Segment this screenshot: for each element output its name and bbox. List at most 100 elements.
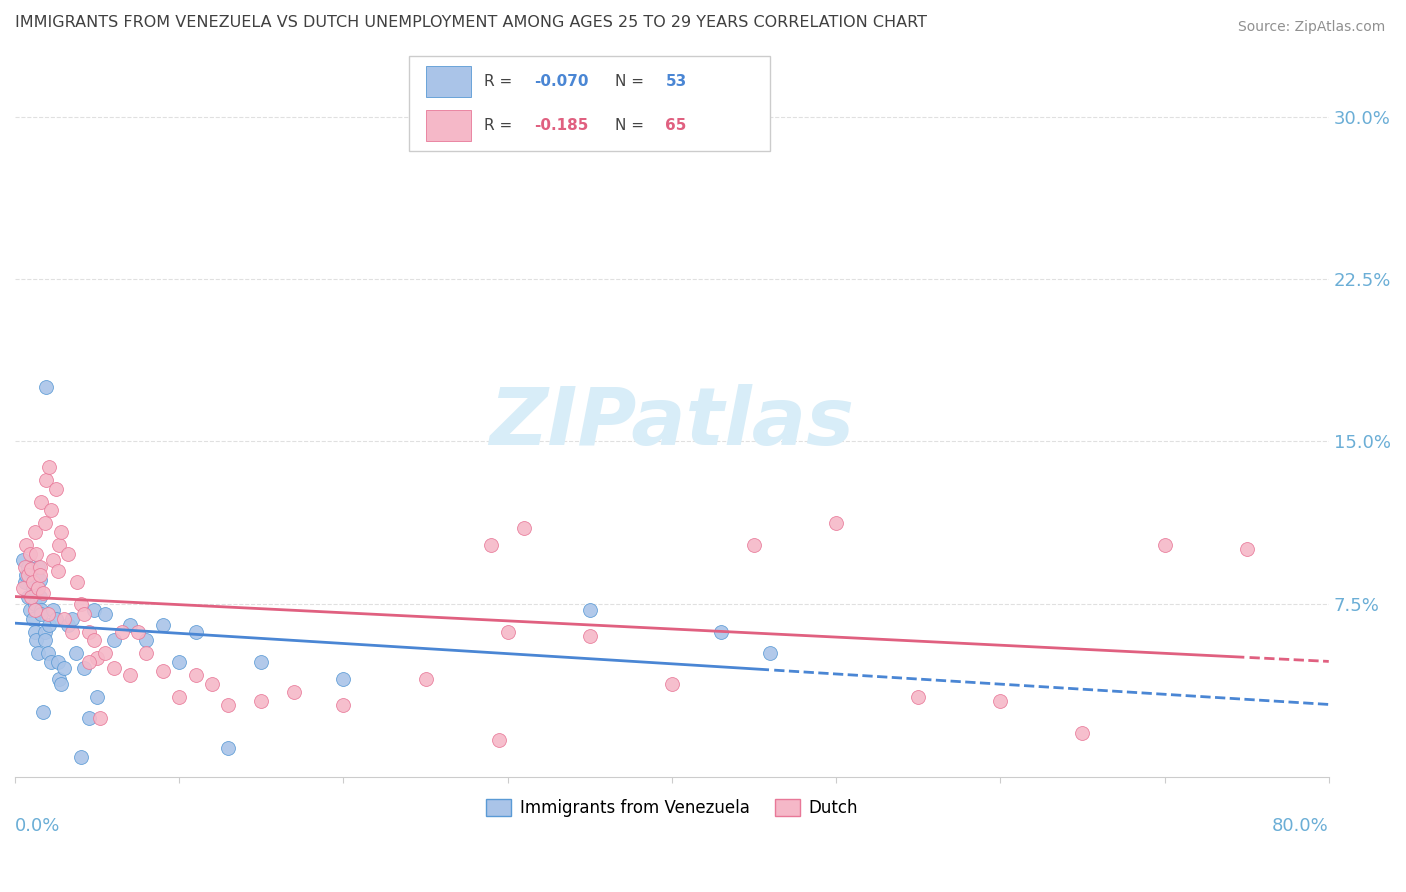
Point [46, 655, 69, 669]
Point [86, 650, 108, 665]
Point [22, 574, 45, 589]
Point [1071, 726, 1094, 740]
Point [742, 538, 765, 552]
Point [103, 633, 125, 648]
Text: 0.0%: 0.0% [15, 817, 60, 835]
Point [218, 698, 240, 713]
Point [73, 661, 96, 675]
Point [17, 590, 39, 604]
Point [907, 690, 929, 704]
Point [34, 624, 56, 639]
Point [22, 582, 45, 596]
Point [24, 603, 46, 617]
Point [32, 585, 55, 599]
Point [17, 568, 39, 582]
Point [759, 646, 782, 660]
Point [94, 607, 117, 622]
Point [118, 668, 141, 682]
Point [37, 607, 59, 622]
Point [66, 574, 89, 589]
Point [27, 646, 49, 660]
Point [167, 690, 190, 704]
Point [152, 618, 174, 632]
Point [988, 694, 1011, 708]
Point [28, 559, 51, 574]
Point [825, 516, 848, 531]
Point [38, 460, 60, 475]
Point [332, 672, 354, 686]
Point [201, 676, 224, 690]
Point [127, 624, 149, 639]
Point [35, 473, 58, 487]
Point [89, 711, 111, 725]
Point [167, 655, 190, 669]
Point [56, 618, 79, 632]
Point [48, 672, 70, 686]
Point [35, 380, 58, 394]
Point [30, 607, 52, 622]
Point [22, 612, 45, 626]
Point [34, 516, 56, 531]
Point [56, 547, 79, 561]
Point [135, 633, 157, 648]
Point [25, 547, 48, 561]
Text: -0.185: -0.185 [534, 118, 588, 133]
Point [1153, 538, 1175, 552]
Legend: Immigrants from Venezuela, Dutch: Immigrants from Venezuela, Dutch [479, 792, 865, 823]
Point [77, 624, 100, 639]
Point [77, 711, 100, 725]
Point [69, 597, 91, 611]
Point [24, 624, 46, 639]
Point [415, 672, 437, 686]
Text: Source: ZipAtlas.com: Source: ZipAtlas.com [1237, 20, 1385, 34]
Point [53, 612, 76, 626]
Point [49, 676, 72, 690]
Point [283, 685, 305, 699]
Point [20, 590, 42, 604]
Point [111, 624, 134, 639]
FancyBboxPatch shape [426, 110, 471, 141]
Point [34, 633, 56, 648]
Text: 65: 65 [665, 118, 686, 133]
Point [28, 573, 51, 587]
Point [479, 538, 502, 552]
Point [218, 741, 240, 756]
Point [77, 655, 100, 669]
Point [14, 559, 37, 574]
Point [710, 624, 733, 639]
Point [25, 568, 48, 582]
Point [152, 664, 174, 678]
Point [15, 538, 38, 552]
Text: IMMIGRANTS FROM VENEZUELA VS DUTCH UNEMPLOYMENT AMONG AGES 25 TO 29 YEARS CORREL: IMMIGRANTS FROM VENEZUELA VS DUTCH UNEMP… [15, 15, 927, 30]
Text: ZIPatlas: ZIPatlas [489, 384, 855, 462]
Point [1236, 542, 1258, 557]
Text: R =: R = [484, 118, 517, 133]
Point [27, 582, 49, 596]
Point [118, 618, 141, 632]
Point [49, 525, 72, 540]
Point [332, 698, 354, 713]
Point [250, 694, 273, 708]
Point [250, 655, 273, 669]
Text: N =: N = [616, 74, 650, 89]
Point [661, 676, 683, 690]
Point [24, 597, 46, 611]
Point [39, 655, 62, 669]
Point [15, 568, 38, 582]
Point [45, 612, 67, 626]
Text: 80.0%: 80.0% [1272, 817, 1329, 835]
Point [42, 603, 65, 617]
FancyBboxPatch shape [409, 55, 770, 152]
Point [496, 624, 519, 639]
Point [25, 633, 48, 648]
Point [14, 574, 37, 589]
Point [184, 668, 207, 682]
Point [488, 732, 510, 747]
Text: R =: R = [484, 74, 517, 89]
Text: N =: N = [616, 118, 650, 133]
Point [53, 661, 76, 675]
Point [83, 633, 105, 648]
Point [62, 624, 84, 639]
Point [103, 661, 125, 675]
Point [24, 525, 46, 540]
